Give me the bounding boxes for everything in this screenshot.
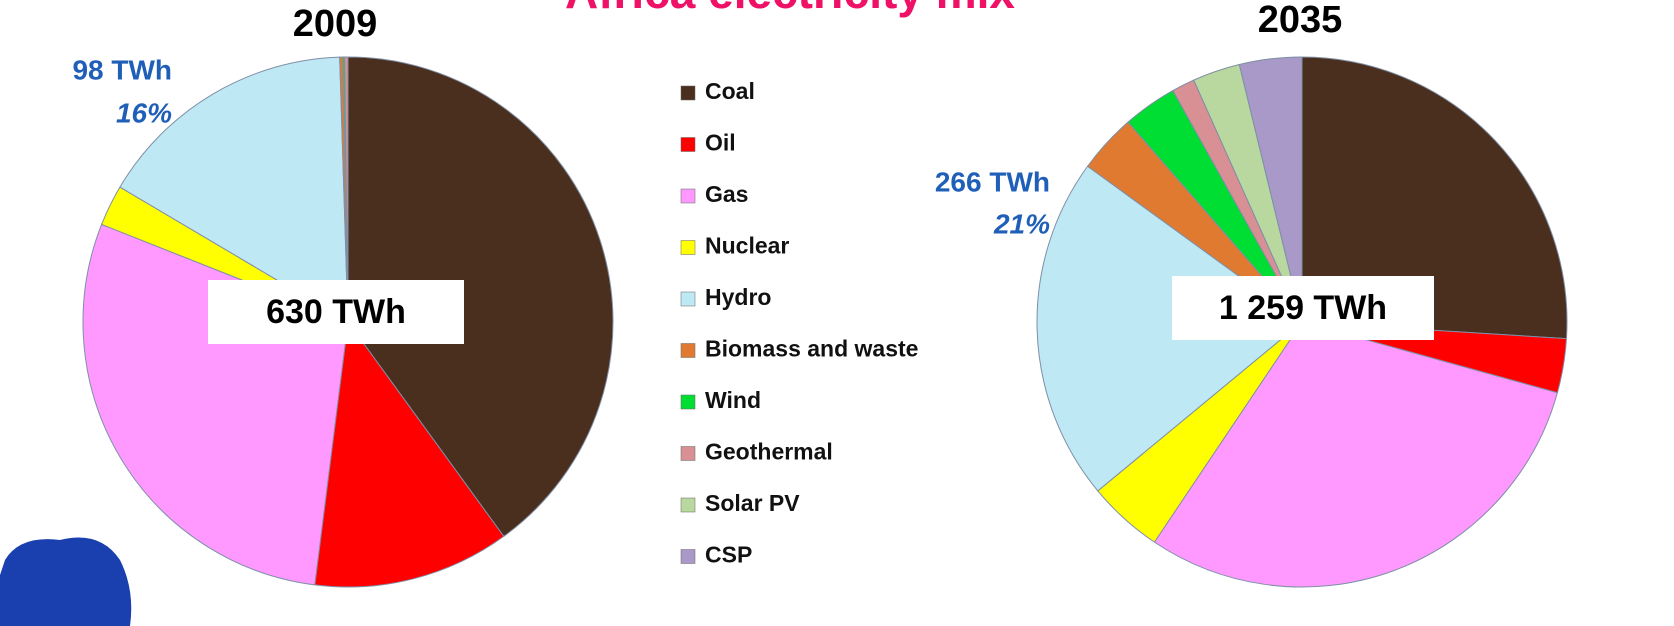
legend-label: Solar PV	[705, 490, 800, 516]
legend-label: Nuclear	[705, 233, 789, 259]
legend-label: Geothermal	[705, 439, 833, 465]
legend-swatch	[681, 395, 695, 409]
chart: Africa electricity mix 2009 98 TWh 16% 630 …	[0, 0, 1674, 626]
legend-label: Wind	[705, 387, 761, 413]
legend-label: Coal	[705, 78, 755, 104]
pie-title: 2035	[1258, 0, 1343, 41]
pie-title: 2009	[293, 3, 378, 45]
legend-swatch	[681, 241, 695, 255]
hydro-share-label: 16%	[116, 97, 172, 128]
legend-label: Oil	[705, 130, 736, 156]
legend-label: Hydro	[705, 284, 771, 310]
africa-map-decoration	[0, 538, 131, 626]
legend-swatch	[681, 550, 695, 564]
legend-swatch	[681, 498, 695, 512]
total-label: 630 TWh	[266, 293, 406, 331]
hydro-share-label: 21%	[993, 208, 1050, 239]
legend-swatch	[681, 447, 695, 461]
total-label: 1 259 TWh	[1219, 289, 1387, 327]
hydro-energy-label: 98 TWh	[72, 54, 172, 85]
legend-swatch	[681, 138, 695, 152]
legend-label: CSP	[705, 542, 752, 568]
hydro-energy-label: 266 TWh	[935, 166, 1050, 197]
legend-swatch	[681, 292, 695, 306]
legend-swatch	[681, 189, 695, 203]
legend-swatch	[681, 344, 695, 358]
chart-title: Africa electricity mix	[565, 0, 1015, 18]
legend-label: Biomass and waste	[705, 336, 918, 362]
legend-swatch	[681, 86, 695, 100]
legend-label: Gas	[705, 181, 748, 207]
